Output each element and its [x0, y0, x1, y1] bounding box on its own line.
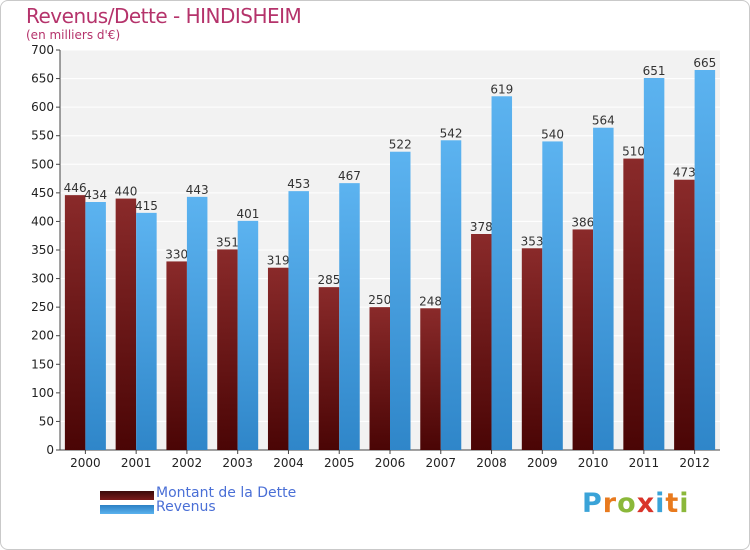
data-label-dette: 285 — [318, 273, 341, 287]
data-label-revenus: 401 — [236, 207, 259, 221]
y-tick-label: 700 — [31, 43, 54, 57]
y-tick-label: 400 — [31, 214, 54, 228]
x-tick-label: 2010 — [578, 456, 609, 470]
bar-revenus — [643, 78, 665, 450]
data-label-revenus: 619 — [490, 82, 513, 96]
bar-dette — [623, 158, 644, 451]
data-label-dette: 250 — [368, 293, 391, 307]
y-tick-label: 100 — [31, 386, 54, 400]
y-tick-label: 450 — [31, 186, 54, 200]
y-tick-label: 50 — [39, 414, 54, 428]
bar-dette — [521, 248, 543, 450]
y-tick-label: 250 — [31, 300, 54, 314]
bar-revenus — [237, 220, 259, 450]
bar-revenus — [136, 212, 157, 450]
y-tick-label: 0 — [46, 443, 54, 457]
bar-dette — [318, 287, 340, 450]
legend-label-dette: Montant de la Dette — [156, 485, 297, 501]
logo-letter: r — [602, 488, 618, 519]
bar-revenus — [440, 140, 462, 451]
data-label-revenus: 564 — [592, 114, 615, 128]
x-tick-label: 2001 — [121, 456, 152, 470]
data-label-revenus: 542 — [440, 126, 463, 140]
bar-revenus — [288, 191, 309, 450]
bar-dette — [166, 261, 187, 450]
chart-title: Revenus/Dette - HINDISHEIM — [26, 4, 302, 28]
data-label-revenus: 651 — [643, 64, 666, 78]
y-tick-label: 350 — [31, 243, 54, 257]
data-label-dette: 446 — [64, 181, 87, 195]
bar-revenus — [85, 202, 106, 450]
data-label-revenus: 665 — [693, 56, 716, 70]
data-label-revenus: 467 — [338, 169, 361, 183]
bar-dette — [369, 307, 390, 450]
proxiti-logo: Proxiti — [582, 488, 690, 519]
bar-revenus — [593, 127, 614, 450]
legend-swatch-revenus — [100, 505, 154, 514]
bar-dette — [64, 195, 86, 450]
data-label-revenus: 453 — [287, 177, 310, 191]
x-tick-label: 2012 — [679, 456, 710, 470]
data-label-dette: 330 — [165, 247, 188, 261]
data-label-dette: 440 — [114, 185, 137, 199]
bar-revenus — [390, 151, 411, 450]
data-label-dette: 351 — [216, 235, 239, 249]
data-label-dette: 386 — [571, 215, 594, 229]
chart-subtitle: (en milliers d'€) — [26, 28, 121, 42]
x-tick-label: 2006 — [375, 456, 406, 470]
data-label-revenus: 443 — [186, 183, 209, 197]
legend-swatch-dette — [100, 491, 154, 500]
x-tick-label: 2005 — [324, 456, 355, 470]
data-label-dette: 510 — [622, 145, 645, 159]
y-tick-label: 650 — [31, 72, 54, 86]
x-tick-label: 2009 — [527, 456, 558, 470]
bar-dette — [115, 198, 137, 450]
y-tick-label: 150 — [31, 357, 54, 371]
x-tick-label: 2007 — [425, 456, 456, 470]
x-tick-label: 2011 — [629, 456, 660, 470]
bar-revenus — [339, 183, 360, 450]
y-tick-label: 300 — [31, 272, 54, 286]
data-label-dette: 248 — [419, 294, 442, 308]
y-tick-label: 550 — [31, 129, 54, 143]
data-label-revenus: 434 — [84, 188, 107, 202]
logo-letter: x — [636, 488, 656, 519]
logo-letter: o — [617, 488, 637, 519]
data-label-dette: 378 — [470, 220, 493, 234]
data-label-dette: 473 — [673, 166, 696, 180]
bar-dette — [674, 179, 695, 450]
x-tick-label: 2003 — [222, 456, 253, 470]
x-tick-label: 2004 — [273, 456, 304, 470]
bar-dette — [420, 308, 441, 450]
y-tick-label: 200 — [31, 329, 54, 343]
bar-revenus — [491, 96, 513, 451]
legend-label-revenus: Revenus — [156, 499, 216, 515]
data-label-revenus: 415 — [135, 199, 158, 213]
y-tick-label: 500 — [31, 157, 54, 171]
bar-dette — [217, 249, 238, 450]
logo-letter: t — [665, 488, 680, 519]
bar-dette — [471, 234, 492, 450]
x-tick-label: 2000 — [70, 456, 101, 470]
bar-revenus — [186, 196, 208, 450]
bar-revenus — [542, 141, 563, 450]
data-label-dette: 319 — [267, 254, 290, 268]
logo-letter: i — [679, 488, 690, 519]
logo-letter: i — [655, 488, 666, 519]
data-label-revenus: 522 — [389, 138, 412, 152]
data-label-dette: 353 — [521, 234, 544, 248]
data-label-revenus: 540 — [541, 127, 564, 141]
logo-letter: P — [582, 488, 603, 519]
bar-dette — [572, 229, 594, 450]
x-tick-label: 2008 — [476, 456, 507, 470]
x-tick-label: 2002 — [172, 456, 203, 470]
y-tick-label: 600 — [31, 100, 54, 114]
bar-dette — [267, 267, 289, 450]
bar-revenus — [694, 70, 716, 450]
